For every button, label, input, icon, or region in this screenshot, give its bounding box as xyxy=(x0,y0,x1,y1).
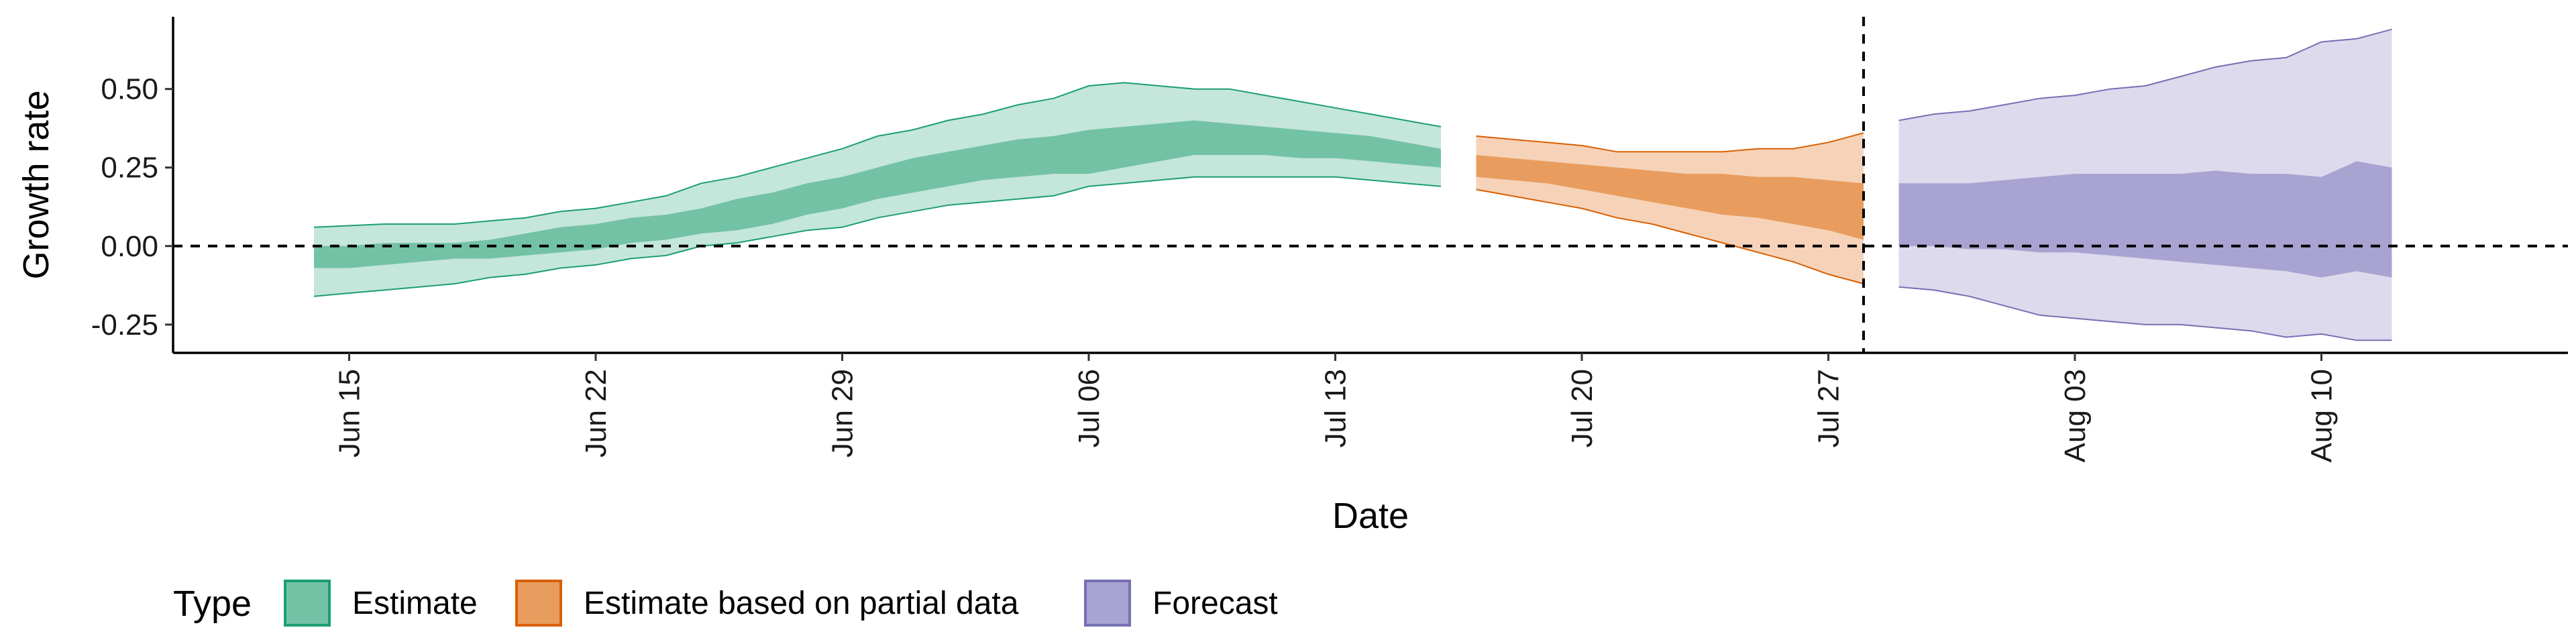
lower-bound-line-estimate-based-on-partial-data xyxy=(1476,189,1864,284)
x-tick-label: Jul 27 xyxy=(1813,369,1845,447)
series-estimate-based-on-partial-data xyxy=(1476,132,1864,284)
upper-bound-line-estimate-based-on-partial-data xyxy=(1476,132,1864,153)
x-axis-title: Date xyxy=(1332,496,1409,536)
band-50-estimate-based-on-partial-data xyxy=(1476,155,1864,240)
band-50-forecast xyxy=(1898,161,2392,278)
y-tick-label: 0.25 xyxy=(101,152,158,184)
x-tick-label: Aug 03 xyxy=(2059,369,2092,462)
x-tick-label: Jul 06 xyxy=(1073,369,1106,447)
series-forecast xyxy=(1898,28,2392,341)
legend-item-estimate: Estimate xyxy=(284,580,478,627)
x-tick-label: Jun 15 xyxy=(333,369,366,458)
legend-key-swatch xyxy=(1084,580,1131,627)
y-tick-label: 0.50 xyxy=(101,73,158,106)
lower-bound-line-estimate xyxy=(313,176,1442,297)
x-tick-label: Aug 10 xyxy=(2306,369,2339,462)
legend-key-swatch xyxy=(284,580,331,627)
legend-item-estimate-based-on-partial-data: Estimate based on partial data xyxy=(515,580,1019,627)
x-tick-label: Jul 20 xyxy=(1566,369,1599,447)
x-tick-label: Jun 22 xyxy=(580,369,612,458)
legend: Type Estimate Estimate based on partial d… xyxy=(173,580,1278,627)
y-tick-label: 0.00 xyxy=(101,230,158,263)
x-tick-label: Jul 13 xyxy=(1320,369,1352,447)
legend-key-swatch xyxy=(515,580,562,627)
legend-title: Type xyxy=(173,584,252,624)
axes-layer: -0.25 0.00 0.25 0.50 Jun 15 Jun 22 Jun 29 Jul 0… xyxy=(91,17,2568,462)
band-50-estimate xyxy=(314,120,1441,268)
y-axis-title: Growth rate xyxy=(16,90,56,279)
bands-layer xyxy=(313,28,2392,341)
upper-bound-line-estimate xyxy=(313,82,1442,228)
legend-label: Estimate xyxy=(352,586,478,621)
x-tick-label: Jun 29 xyxy=(826,369,859,458)
reference-lines xyxy=(173,17,2568,353)
legend-label: Forecast xyxy=(1152,586,1278,621)
legend-label: Estimate based on partial data xyxy=(584,586,1019,621)
series-estimate xyxy=(313,82,1442,297)
legend-item-forecast: Forecast xyxy=(1084,580,1278,627)
lower-bound-line-forecast xyxy=(1898,286,2392,341)
y-tick-label: -0.25 xyxy=(91,309,158,341)
upper-bound-line-forecast xyxy=(1898,28,2392,121)
